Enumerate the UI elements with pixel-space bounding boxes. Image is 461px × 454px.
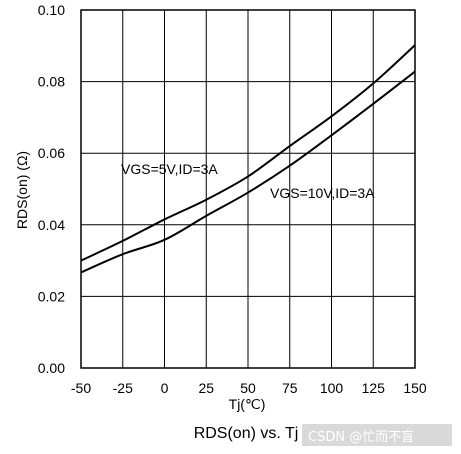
y-tick-label: 0.10 [38,2,65,18]
y-tick-label: 0.08 [38,74,65,90]
watermark: CSDN @忙而不盲 [308,429,414,445]
x-tick-label: 25 [198,380,214,396]
watermark-backdrop [302,424,452,446]
series-lines [80,44,416,274]
series-line-vgs5 [80,44,416,262]
y-axis-title: RDS(on) (Ω) [14,151,30,229]
y-tick-label: 0.06 [38,145,65,161]
series-line-vgs10 [80,70,416,274]
y-tick-label: 0.00 [38,360,65,376]
x-axis-title: Tj(℃) [229,396,266,412]
x-tick-label: 150 [403,380,427,396]
plot-frame [80,9,416,369]
y-tick-labels: 0.00 0.02 0.04 0.06 0.08 0.10 [38,2,65,376]
y-tick-label: 0.02 [38,288,65,304]
x-tick-labels: -50 -25 0 25 50 75 100 125 150 [71,380,427,396]
x-tick-label: 125 [362,380,386,396]
x-tick-label: 75 [282,380,298,396]
series-label-vgs10: VGS=10V,ID=3A [270,185,375,201]
x-tick-label: -25 [113,380,133,396]
x-tick-label: 50 [240,380,256,396]
x-tick-label: -50 [71,380,91,396]
x-tick-label: 100 [320,380,344,396]
series-label-vgs5: VGS=5V,ID=3A [121,161,218,177]
x-tick-label: 0 [161,380,169,396]
y-tick-label: 0.04 [38,217,65,233]
chart-caption: RDS(on) vs. Tj [194,425,299,442]
grid [80,9,416,369]
